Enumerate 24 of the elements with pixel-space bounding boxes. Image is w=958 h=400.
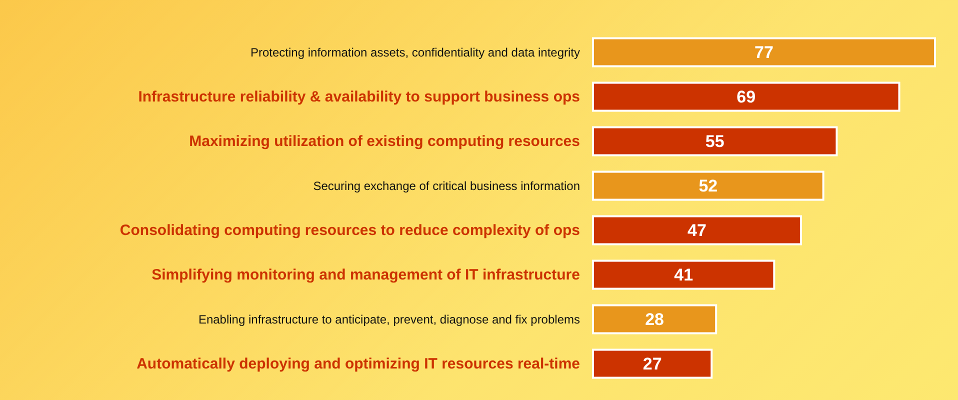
y-tick-label: Consolidating computing resources to reduce complexity of ops (120, 222, 580, 239)
y-tick-label: Maximizing utilization of existing computing resources (189, 132, 580, 150)
data-label: 69 (736, 87, 756, 106)
data-label: 47 (688, 220, 706, 240)
y-tick-label: Automatically deploying and optimizing IT resources real-time (136, 355, 580, 372)
y-tick-label: Protecting information assets, confidentiality and data integrity (250, 45, 580, 60)
bar (592, 37, 936, 68)
bar (592, 348, 713, 379)
bar (592, 215, 802, 246)
bar (592, 126, 838, 156)
data-label: 41 (674, 265, 694, 284)
data-label: 28 (645, 310, 664, 329)
data-label: 77 (754, 42, 774, 62)
bar (592, 260, 776, 290)
data-label: 55 (705, 132, 724, 151)
data-label: 27 (642, 354, 662, 374)
bar (592, 170, 824, 201)
bar (592, 82, 900, 112)
y-tick-label: Enabling infrastructure to anticipate, prevent, diagnose and fix problems (198, 312, 580, 326)
y-tick-label: Simplifying monitoring and management of IT infrastructure (152, 266, 580, 284)
data-label: 52 (698, 176, 718, 196)
y-tick-label: Infrastructure reliability & availability to support business ops (138, 88, 580, 106)
bar (592, 304, 718, 334)
y-tick-label: Securing exchange of critical business information (313, 178, 580, 193)
